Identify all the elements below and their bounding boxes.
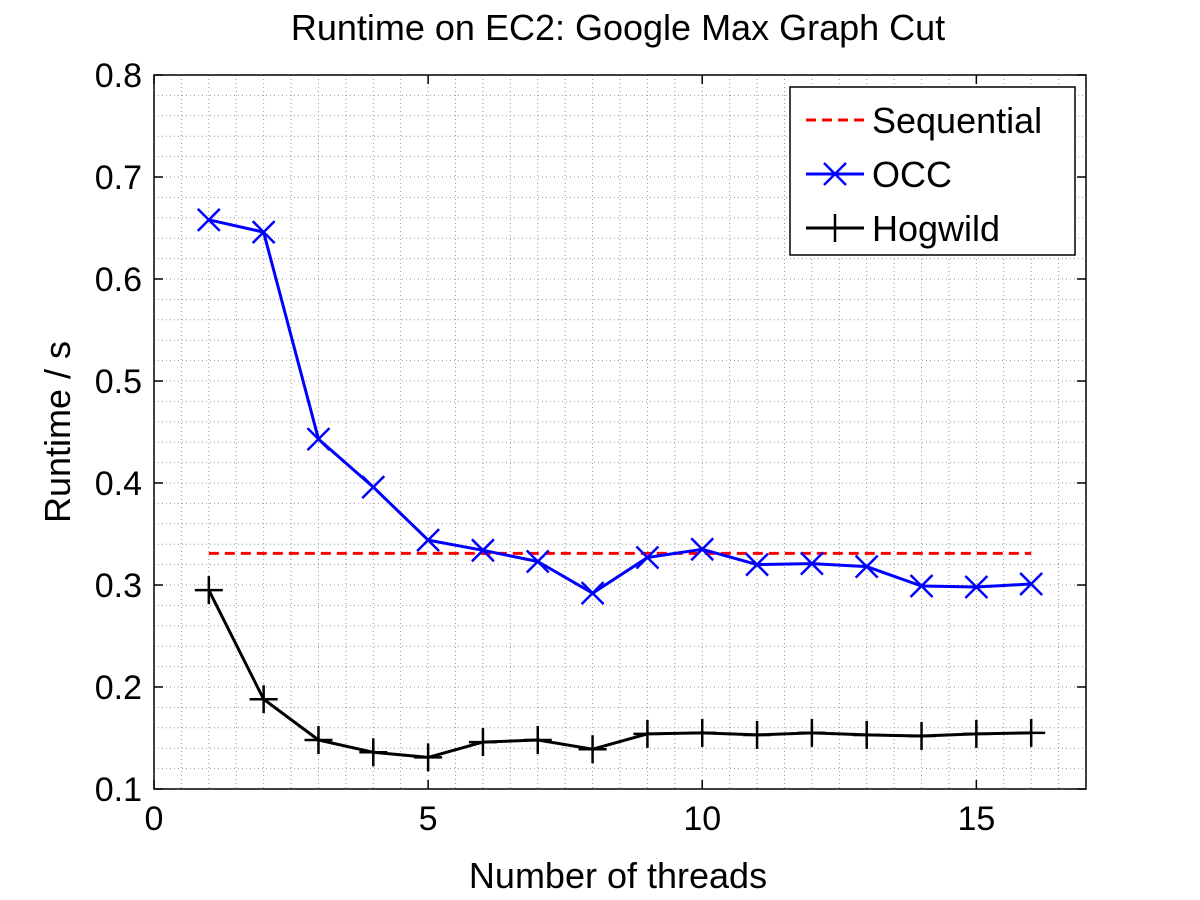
y-tick-label: 0.7 (95, 159, 142, 197)
data-point-hogwild (688, 718, 717, 747)
data-point-hogwild (468, 728, 497, 757)
marker-occ-b (1019, 572, 1044, 596)
legend-entry-sequential: Sequential (806, 100, 1042, 141)
data-point-occ (471, 538, 495, 563)
legend-entry-occ: OCC (806, 154, 952, 195)
x-tick-label: 5 (419, 800, 438, 838)
data-point-hogwild (852, 720, 881, 749)
marker-occ-b (635, 545, 660, 570)
y-tick-label: 0.5 (95, 363, 142, 401)
data-point-hogwild (194, 576, 223, 605)
data-point-occ (361, 475, 386, 499)
marker-occ-b (196, 207, 221, 232)
marker-occ-b (251, 220, 276, 244)
x-tick-label: 15 (957, 800, 995, 838)
legend-label-hogwild: Hogwild (872, 208, 1000, 249)
y-tick-label: 0.2 (95, 669, 142, 707)
data-point-occ (416, 528, 441, 553)
data-point-hogwild (962, 719, 991, 748)
x-tick-label: 10 (683, 800, 721, 838)
y-tick-label: 0.1 (95, 771, 142, 809)
series-line-hogwild (207, 589, 1032, 759)
data-point-occ (964, 575, 989, 599)
legend-entry-hogwild: Hogwild (806, 208, 1000, 249)
marker-occ-b (909, 574, 934, 598)
data-point-occ (525, 549, 550, 574)
data-point-hogwild (797, 718, 826, 747)
marker-occ-b (525, 549, 550, 574)
data-point-occ (799, 551, 824, 576)
data-point-hogwild (414, 743, 443, 772)
data-point-occ (251, 220, 276, 244)
y-tick-label: 0.8 (95, 57, 142, 95)
data-point-hogwild (359, 738, 388, 767)
data-point-occ (196, 207, 221, 232)
marker-occ-b (964, 575, 989, 599)
data-point-hogwild (304, 726, 333, 755)
legend-label-sequential: Sequential (872, 100, 1042, 141)
data-point-occ (306, 427, 331, 452)
marker-occ-b (799, 551, 824, 576)
marker-occ-b (416, 528, 441, 553)
data-point-occ (580, 581, 605, 606)
x-axis-label: Number of threads (469, 855, 767, 896)
data-point-hogwild (907, 721, 936, 750)
legend: Sequential OCC Hogwild (789, 86, 1076, 256)
data-point-hogwild (523, 726, 552, 755)
marker-occ-b (471, 538, 495, 563)
data-point-occ (909, 574, 934, 598)
y-tick-label: 0.6 (95, 261, 142, 299)
data-point-occ (635, 545, 660, 570)
data-point-hogwild (633, 719, 662, 748)
marker-occ-b (690, 537, 715, 562)
legend-label-occ: OCC (872, 154, 952, 195)
data-point-hogwild (249, 685, 278, 714)
data-point-hogwild (743, 720, 772, 749)
marker-occ-b (854, 554, 879, 579)
data-point-occ (745, 552, 769, 577)
data-point-occ (854, 554, 879, 579)
marker-occ-b (306, 427, 331, 452)
y-tick-label: 0.3 (95, 567, 142, 605)
data-point-occ (1019, 572, 1044, 596)
x-tick-label: 0 (145, 800, 164, 838)
data-point-occ (690, 537, 715, 562)
series-occ (196, 207, 1044, 606)
chart-title: Runtime on EC2: Google Max Graph Cut (291, 7, 945, 48)
series-hogwild (194, 576, 1046, 772)
marker-occ-b (580, 581, 605, 606)
marker-occ-b (745, 552, 769, 577)
series-line-occ (208, 218, 1032, 595)
marker-occ-b (361, 475, 386, 499)
data-point-hogwild (578, 735, 607, 764)
y-axis-label: Runtime / s (37, 341, 78, 523)
axis-ticks: 0 5 10 15 0.1 0.2 0.3 0.4 0.5 0.6 0.7 0.8 (95, 57, 1086, 838)
legend-marker-occ-b (823, 162, 847, 186)
data-point-hogwild (1017, 718, 1046, 747)
plot-area-frame (153, 74, 1087, 790)
series (194, 207, 1046, 772)
y-tick-label: 0.4 (95, 465, 142, 503)
